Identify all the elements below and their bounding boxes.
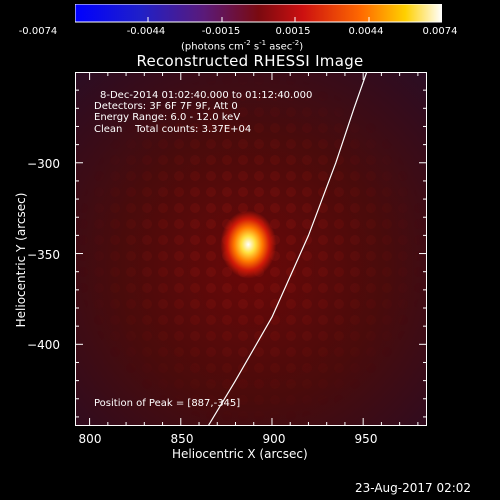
solar-limb-curve (207, 72, 368, 426)
source-blob (220, 210, 277, 279)
colorbar-tick: -0.0074 (18, 26, 58, 37)
x-tick-label: 800 (78, 432, 102, 446)
colorbar (75, 4, 442, 23)
x-tick-label: 850 (170, 432, 194, 446)
y-tick-label: −400 (27, 338, 60, 352)
axis-ticks (75, 72, 427, 426)
colorbar-units: (photons cm-2 s-1 asec-2) (181, 39, 304, 53)
annotation-clean: Clean Total counts: 3.37E+04 (94, 124, 252, 135)
x-tick-label: 950 (354, 432, 378, 446)
chart-title: Reconstructed RHESSI Image (136, 52, 364, 70)
colorbar-tick: 0.0015 (275, 26, 311, 37)
annotation-detectors: Detectors: 3F 6F 7F 9F, Att 0 (94, 101, 238, 112)
y-tick-label: −300 (27, 157, 60, 171)
x-axis-label: Heliocentric X (arcsec) (172, 447, 308, 461)
annotation-energy: Energy Range: 6.0 - 12.0 keV (94, 112, 241, 123)
x-tick-label: 900 (262, 432, 286, 446)
footer-timestamp: 23-Aug-2017 02:02 (355, 481, 472, 495)
y-tick-label: −350 (27, 248, 60, 262)
image-plot (75, 72, 427, 426)
colorbar-tick: 0.0074 (422, 26, 458, 37)
annotation-time: 8-Dec-2014 01:02:40.000 to 01:12:40.000 (100, 90, 313, 101)
colorbar-tick: 0.0044 (348, 26, 384, 37)
annotation-peak-position: Position of Peak = [887,-345] (94, 398, 241, 409)
colorbar-tick: -0.0015 (201, 26, 241, 37)
plot-frame (75, 72, 427, 426)
y-axis-label: Heliocentric Y (arcsec) (14, 192, 28, 328)
colorbar-tick: -0.0044 (126, 26, 166, 37)
